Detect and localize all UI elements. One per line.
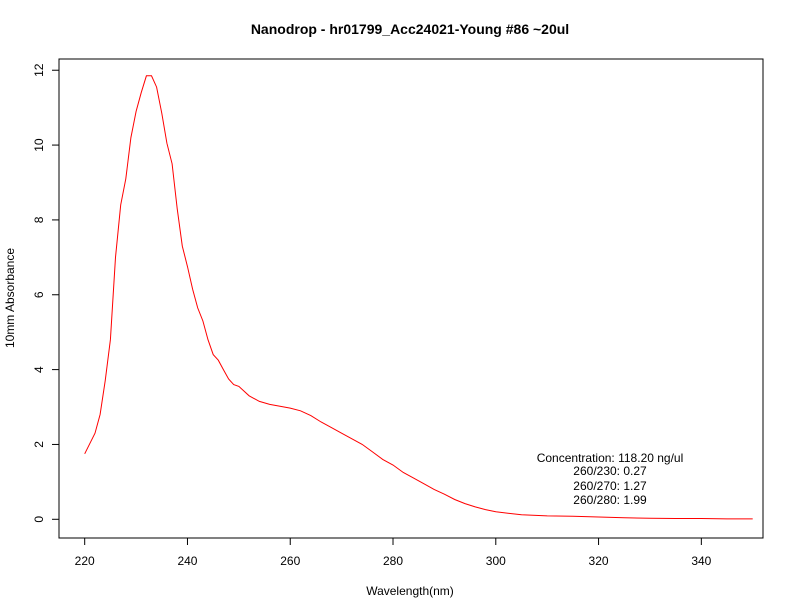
concentration-text: Concentration: 118.20 ng/ul <box>537 451 684 465</box>
x-tick-label: 320 <box>589 554 609 568</box>
y-tick-label: 6 <box>32 291 46 298</box>
x-tick-label: 340 <box>691 554 711 568</box>
absorbance-series-line <box>84 75 753 520</box>
x-tick-label: 220 <box>75 554 95 568</box>
chart-title: Nanodrop - hr01799_Acc24021-Young #86 ~2… <box>251 21 569 37</box>
plot-frame <box>58 58 764 539</box>
ratio-260-280-text: 260/280: 1.99 <box>573 493 647 507</box>
ratio-260-230-text: 260/230: 0.27 <box>573 464 647 478</box>
x-tick-label: 280 <box>383 554 403 568</box>
x-axis-label: Wavelength(nm) <box>366 584 454 598</box>
x-tick-label: 260 <box>280 554 300 568</box>
x-axis: 220 240 260 280 300 320 340 <box>75 538 712 568</box>
y-tick-label: 8 <box>32 216 46 223</box>
y-tick-label: 4 <box>32 366 46 373</box>
x-tick-label: 240 <box>177 554 197 568</box>
y-tick-label: 10 <box>32 138 46 152</box>
y-tick-label: 0 <box>32 516 46 523</box>
measurement-annotation: Concentration: 118.20 ng/ul 260/230: 0.2… <box>537 451 684 507</box>
y-axis: 0 2 4 6 8 10 12 <box>32 63 59 523</box>
ratio-260-270-text: 260/270: 1.27 <box>573 479 647 493</box>
y-axis-label: 10mm Absorbance <box>3 248 17 348</box>
y-tick-label: 12 <box>32 63 46 77</box>
y-tick-label: 2 <box>32 441 46 448</box>
x-tick-label: 300 <box>486 554 506 568</box>
